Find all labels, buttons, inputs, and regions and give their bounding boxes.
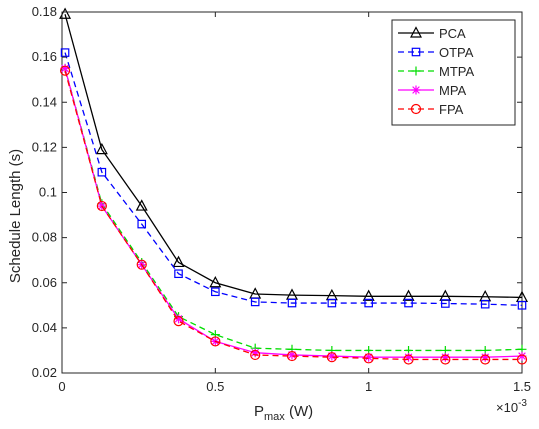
legend-item-fpa: FPA bbox=[398, 102, 464, 117]
x-axis-label-unit: (W) bbox=[285, 403, 313, 420]
legend-label-mpa: MPA bbox=[439, 83, 467, 98]
data-point-otpa bbox=[174, 269, 183, 279]
data-point-fpa bbox=[363, 353, 374, 364]
y-tick-label: 0.08 bbox=[32, 230, 57, 245]
data-point-otpa bbox=[441, 299, 450, 308]
y-tick-label: 0.14 bbox=[32, 94, 57, 109]
legend-label-mtpa: MTPA bbox=[439, 64, 474, 79]
data-point-mpa bbox=[364, 352, 374, 362]
series-otpa bbox=[60, 48, 527, 310]
data-point-otpa bbox=[60, 48, 70, 57]
x-tick-label: 1.5 bbox=[513, 379, 531, 394]
data-point-otpa bbox=[480, 299, 490, 309]
legend-label-fpa: FPA bbox=[439, 102, 464, 117]
x-axis-label-subscript: max bbox=[264, 411, 285, 423]
data-point-fpa bbox=[480, 354, 491, 365]
data-point-mpa bbox=[287, 350, 297, 360]
data-point-pca bbox=[59, 7, 72, 19]
x-tick-label: 1 bbox=[365, 379, 372, 394]
data-point-fpa bbox=[96, 200, 107, 212]
legend-item-mtpa: MTPA bbox=[398, 64, 474, 79]
legend-item-pca: PCA bbox=[398, 26, 466, 41]
data-point-otpa bbox=[404, 298, 413, 308]
x-axis-label: Pmax (W) bbox=[254, 403, 313, 423]
data-point-fpa bbox=[59, 65, 71, 76]
data-point-mpa bbox=[517, 351, 527, 361]
y-tick-label: 0.18 bbox=[32, 4, 57, 19]
series-line-fpa bbox=[64, 70, 522, 361]
data-point-fpa bbox=[136, 259, 147, 270]
legend-marker-otpa bbox=[411, 47, 421, 57]
y-tick-label: 0.04 bbox=[32, 320, 57, 335]
x-axis-multiplier-base: ×10 bbox=[496, 400, 518, 415]
y-tick-label: 0.16 bbox=[32, 49, 57, 64]
data-point-mpa bbox=[440, 352, 450, 362]
series-pca bbox=[59, 7, 528, 303]
data-point-fpa bbox=[210, 336, 221, 347]
legend-item-otpa: OTPA bbox=[398, 45, 474, 60]
y-tick-label: 0.12 bbox=[32, 139, 57, 154]
x-tick-label: 0.5 bbox=[206, 379, 224, 394]
legend-marker-mpa bbox=[411, 85, 421, 95]
series-fpa bbox=[59, 65, 528, 365]
x-tick-label: 0 bbox=[58, 379, 65, 394]
data-point-mpa bbox=[327, 351, 337, 361]
data-point-pca bbox=[135, 199, 148, 211]
data-point-otpa bbox=[287, 298, 297, 308]
legend-marker-pca bbox=[410, 26, 422, 38]
x-axis-multiplier: ×10-3 bbox=[496, 398, 527, 415]
legend-marker-mtpa bbox=[411, 66, 421, 76]
data-point-mpa bbox=[480, 352, 490, 362]
axis-ticks: 0 0.5 1 1.5 0.02 0.04 0.06 0.08 0.1 0.12 0.14 0.16 0… bbox=[32, 4, 531, 394]
y-axis-label: Schedule Length (s) bbox=[7, 149, 24, 283]
data-point-otpa bbox=[137, 219, 147, 229]
data-point-mpa bbox=[60, 63, 70, 73]
data-point-mpa bbox=[404, 352, 414, 362]
data-point-otpa bbox=[211, 287, 220, 297]
data-point-pca bbox=[362, 289, 375, 301]
data-point-mpa bbox=[250, 348, 260, 358]
data-point-otpa bbox=[327, 298, 337, 308]
data-point-pca bbox=[95, 142, 108, 155]
data-point-pca bbox=[172, 255, 185, 268]
series-layer bbox=[59, 7, 528, 365]
legend-item-mpa: MPA bbox=[398, 83, 467, 98]
data-point-fpa bbox=[516, 354, 528, 365]
data-point-pca bbox=[402, 289, 415, 301]
x-axis-multiplier-exponent: -3 bbox=[518, 398, 527, 409]
data-point-mpa bbox=[174, 314, 184, 324]
data-point-otpa bbox=[250, 297, 260, 307]
legend-marker-fpa bbox=[410, 103, 422, 115]
data-point-otpa bbox=[364, 298, 373, 308]
legend: PCA OTPA MTPA MPA FPA bbox=[391, 19, 516, 126]
data-point-fpa bbox=[440, 354, 451, 365]
data-point-fpa bbox=[403, 354, 414, 365]
series-line-otpa bbox=[64, 52, 523, 306]
y-tick-label: 0.06 bbox=[32, 275, 57, 290]
y-tick-label: 0.02 bbox=[32, 365, 57, 380]
series-line-pca bbox=[64, 14, 523, 299]
legend-label-pca: PCA bbox=[439, 26, 466, 41]
x-axis-label-main: P bbox=[254, 403, 264, 420]
data-point-pca bbox=[209, 275, 222, 288]
data-point-fpa bbox=[173, 316, 184, 327]
legend-label-otpa: OTPA bbox=[439, 45, 474, 60]
data-point-fpa bbox=[250, 349, 261, 361]
data-point-otpa bbox=[517, 301, 527, 310]
data-point-fpa bbox=[326, 352, 337, 363]
y-tick-label: 0.1 bbox=[39, 185, 57, 200]
data-point-fpa bbox=[286, 350, 298, 362]
data-point-otpa bbox=[97, 167, 107, 177]
